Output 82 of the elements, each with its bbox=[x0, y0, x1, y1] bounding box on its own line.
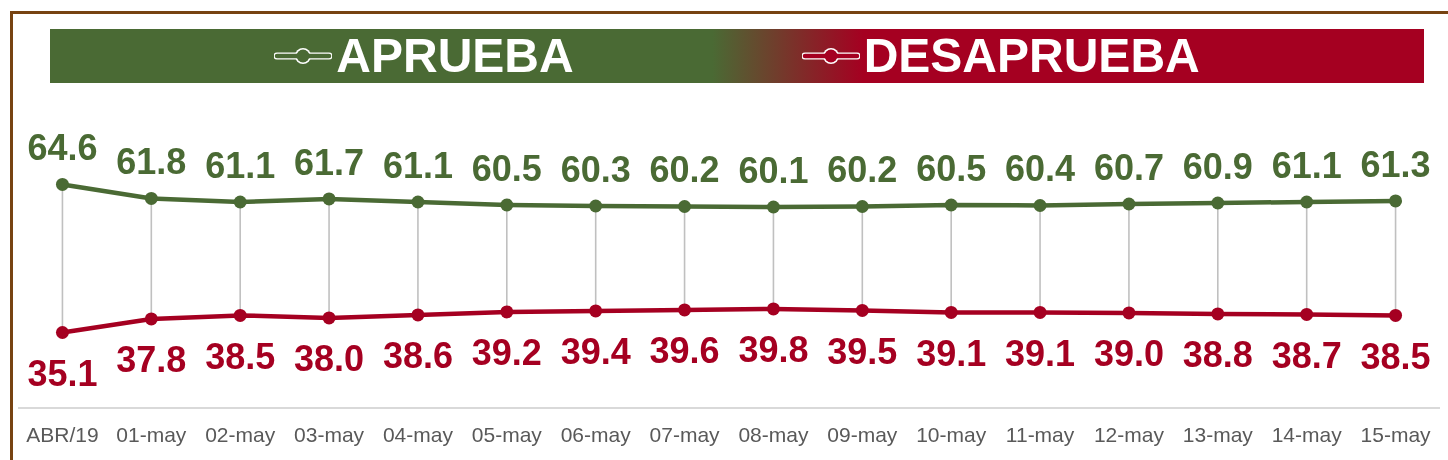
data-label: 60.9 bbox=[1182, 145, 1253, 187]
point bbox=[944, 198, 958, 212]
point bbox=[1211, 196, 1225, 210]
point bbox=[1122, 197, 1136, 211]
point bbox=[233, 195, 247, 209]
data-label: 60.2 bbox=[827, 149, 898, 191]
x-tick-label: 09-may bbox=[827, 422, 898, 446]
data-label: 38.7 bbox=[1271, 334, 1342, 376]
point bbox=[1389, 308, 1403, 322]
legend-label: APRUEBA bbox=[336, 29, 574, 82]
data-label: 60.7 bbox=[1093, 146, 1164, 188]
legend-label: DESAPRUEBA bbox=[863, 29, 1200, 82]
data-label: 39.1 bbox=[1005, 332, 1076, 374]
data-label: 60.5 bbox=[916, 147, 987, 189]
x-tick-label: 12-may bbox=[1093, 422, 1165, 446]
data-label: 39.6 bbox=[649, 330, 720, 372]
data-label: 60.5 bbox=[471, 147, 542, 189]
point bbox=[144, 312, 158, 326]
data-label: 35.1 bbox=[27, 353, 98, 395]
data-label: 61.1 bbox=[205, 144, 276, 186]
x-tick-label: 05-may bbox=[471, 422, 543, 446]
point bbox=[322, 192, 336, 206]
x-tick-label: 10-may bbox=[916, 422, 987, 446]
data-label: 61.3 bbox=[1360, 143, 1431, 185]
point bbox=[144, 191, 158, 205]
x-tick-label: 06-may bbox=[560, 422, 632, 446]
point bbox=[589, 304, 603, 318]
x-tick-label: 02-may bbox=[205, 422, 276, 446]
data-label: 39.4 bbox=[560, 331, 631, 373]
x-tick-label: ABR/19 bbox=[26, 422, 99, 446]
point bbox=[55, 325, 69, 339]
point bbox=[766, 200, 780, 214]
point bbox=[411, 308, 425, 322]
data-label: 61.8 bbox=[116, 141, 187, 183]
x-tick-label: 03-may bbox=[294, 422, 365, 446]
point bbox=[678, 303, 692, 317]
x-tick-label: 13-may bbox=[1182, 422, 1254, 446]
point bbox=[944, 305, 958, 319]
data-label: 38.0 bbox=[294, 338, 365, 380]
data-label: 60.4 bbox=[1005, 148, 1076, 190]
point bbox=[589, 199, 603, 213]
x-tick-label: 11-may bbox=[1005, 422, 1075, 446]
point bbox=[1300, 195, 1314, 209]
point bbox=[55, 177, 69, 191]
data-label: 39.2 bbox=[471, 332, 542, 374]
data-label: 37.8 bbox=[116, 339, 187, 381]
point bbox=[500, 305, 514, 319]
data-label: 38.6 bbox=[382, 335, 453, 377]
x-tick-label: 07-may bbox=[649, 422, 721, 446]
data-label: 61.1 bbox=[382, 144, 453, 186]
point bbox=[1389, 194, 1403, 208]
point bbox=[1033, 305, 1047, 319]
point bbox=[1211, 307, 1225, 321]
x-tick-label: 08-may bbox=[738, 422, 809, 446]
data-label: 61.7 bbox=[294, 141, 365, 183]
data-label: 61.1 bbox=[1271, 144, 1342, 186]
point bbox=[1033, 198, 1047, 212]
x-tick-label: 01-may bbox=[116, 422, 187, 446]
data-label: 60.3 bbox=[560, 148, 631, 190]
point bbox=[855, 303, 869, 317]
data-label: 39.1 bbox=[916, 332, 987, 374]
data-label: 39.8 bbox=[738, 329, 809, 371]
data-label: 39.0 bbox=[1093, 333, 1164, 375]
data-label: 38.5 bbox=[1360, 335, 1431, 377]
point bbox=[322, 311, 336, 325]
point bbox=[411, 195, 425, 209]
x-tick-label: 14-may bbox=[1271, 422, 1343, 446]
data-label: 60.2 bbox=[649, 149, 720, 191]
data-label: 64.6 bbox=[27, 127, 98, 169]
point bbox=[766, 302, 780, 316]
data-label: 38.8 bbox=[1182, 334, 1253, 376]
x-tick-label: 15-may bbox=[1360, 422, 1432, 446]
point bbox=[233, 308, 247, 322]
data-label: 60.1 bbox=[738, 149, 809, 191]
point bbox=[1122, 306, 1136, 320]
x-tick-label: 04-may bbox=[382, 422, 454, 446]
point bbox=[1300, 307, 1314, 321]
point bbox=[678, 199, 692, 213]
data-label: 38.5 bbox=[205, 335, 276, 377]
point bbox=[855, 199, 869, 213]
data-label: 39.5 bbox=[827, 330, 898, 372]
point bbox=[500, 198, 514, 212]
